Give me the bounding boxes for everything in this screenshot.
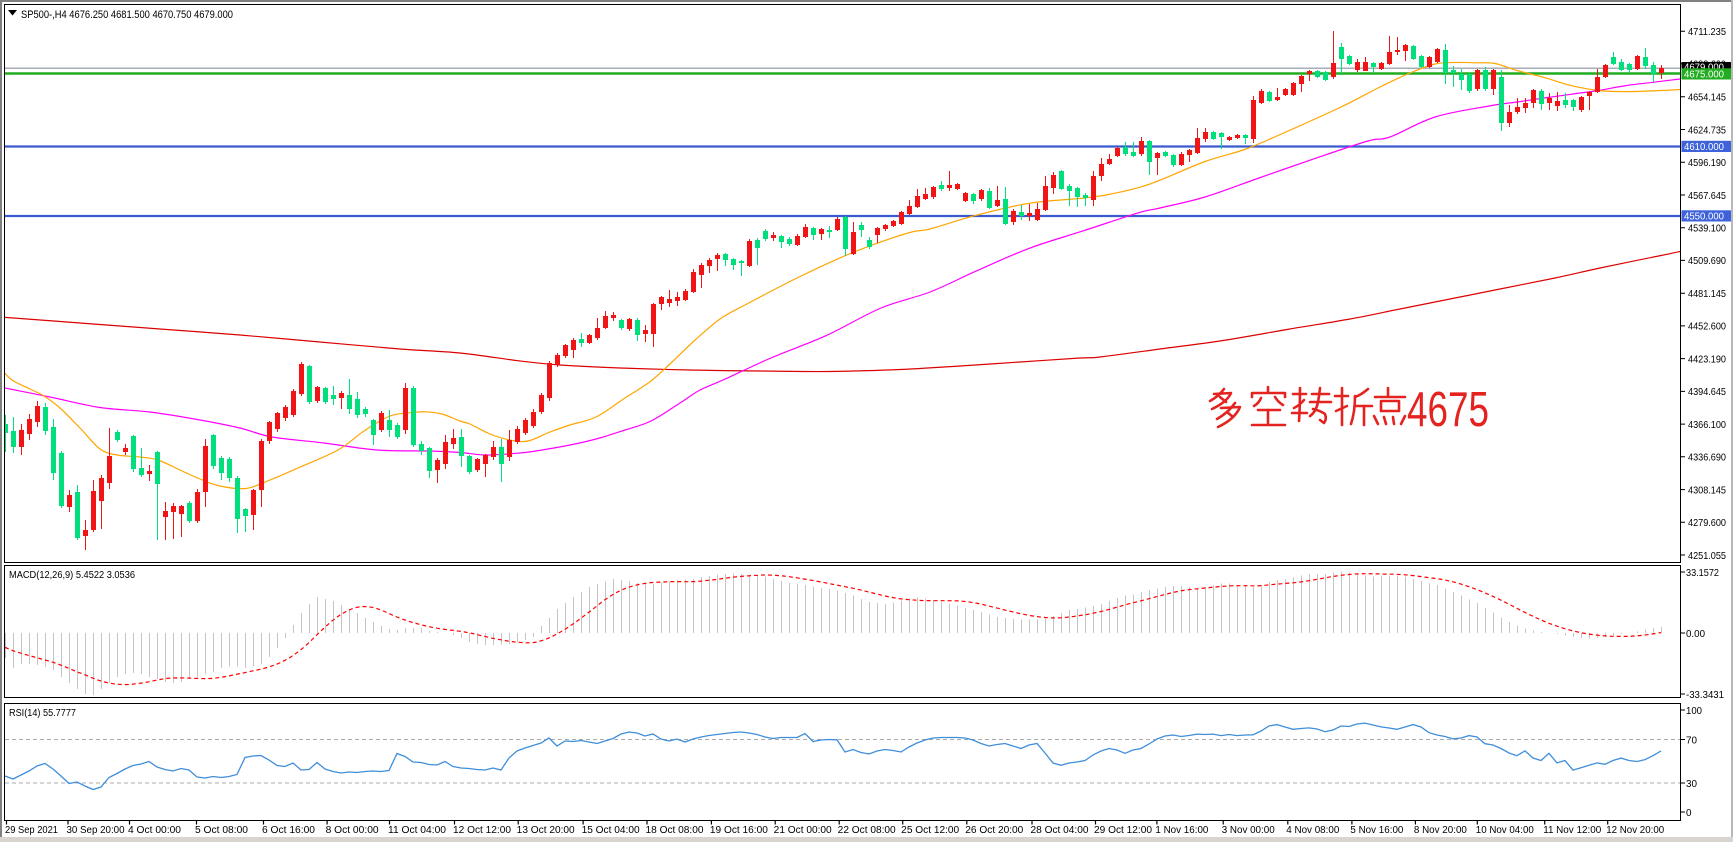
svg-text:22 Oct 08:00: 22 Oct 08:00 [838, 825, 896, 836]
svg-text:4452.600: 4452.600 [1688, 321, 1726, 333]
svg-text:0: 0 [1686, 807, 1692, 819]
svg-text:0.00: 0.00 [1686, 628, 1705, 640]
svg-text:4336.690: 4336.690 [1688, 452, 1726, 464]
svg-text:4711.235: 4711.235 [1688, 26, 1726, 38]
svg-text:21 Oct 00:00: 21 Oct 00:00 [774, 825, 832, 836]
svg-text:29 Oct 12:00: 29 Oct 12:00 [1094, 825, 1152, 836]
svg-text:28 Oct 04:00: 28 Oct 04:00 [1031, 825, 1089, 836]
svg-text:MACD(12,26,9) 5.4522 3.0536: MACD(12,26,9) 5.4522 3.0536 [9, 570, 135, 581]
svg-text:4567.645: 4567.645 [1688, 190, 1726, 202]
svg-text:SP500-,H4 4676.250 4681.500 4: SP500-,H4 4676.250 4681.500 4670.750 467… [21, 9, 233, 21]
svg-text:-33.3431: -33.3431 [1686, 689, 1724, 701]
svg-text:4654.145: 4654.145 [1688, 92, 1726, 104]
svg-text:4679.000: 4679.000 [1684, 63, 1724, 74]
svg-text:4509.690: 4509.690 [1688, 255, 1726, 267]
svg-text:70: 70 [1686, 734, 1697, 746]
svg-text:100: 100 [1686, 705, 1702, 717]
svg-text:11 Oct 04:00: 11 Oct 04:00 [388, 825, 446, 836]
svg-text:25 Oct 12:00: 25 Oct 12:00 [901, 825, 959, 836]
svg-text:4 Oct 00:00: 4 Oct 00:00 [128, 825, 181, 836]
svg-text:13 Oct 20:00: 13 Oct 20:00 [517, 825, 575, 836]
svg-text:12 Nov 20:00: 12 Nov 20:00 [1606, 825, 1664, 836]
svg-text:33.1572: 33.1572 [1686, 567, 1719, 579]
svg-text:4251.055: 4251.055 [1688, 550, 1726, 562]
svg-text:18 Oct 08:00: 18 Oct 08:00 [646, 825, 704, 836]
svg-text:4481.145: 4481.145 [1688, 288, 1726, 300]
svg-text:19 Oct 16:00: 19 Oct 16:00 [710, 825, 768, 836]
svg-text:30: 30 [1686, 778, 1697, 790]
svg-text:10 Nov 04:00: 10 Nov 04:00 [1476, 825, 1534, 836]
svg-text:4550.000: 4550.000 [1684, 211, 1724, 223]
svg-text:30 Sep 20:00: 30 Sep 20:00 [67, 825, 125, 836]
svg-text:4675.000: 4675.000 [1684, 69, 1724, 81]
svg-text:3 Nov 00:00: 3 Nov 00:00 [1222, 825, 1275, 836]
svg-text:6 Oct 16:00: 6 Oct 16:00 [262, 825, 315, 836]
svg-text:4624.735: 4624.735 [1688, 124, 1726, 136]
svg-text:4539.100: 4539.100 [1688, 223, 1726, 235]
svg-text:4610.000: 4610.000 [1684, 141, 1724, 153]
svg-text:26 Oct 20:00: 26 Oct 20:00 [965, 825, 1023, 836]
svg-text:4423.190: 4423.190 [1688, 353, 1726, 365]
svg-text:5 Nov 16:00: 5 Nov 16:00 [1350, 825, 1403, 836]
svg-text:29 Sep 2021: 29 Sep 2021 [5, 825, 58, 836]
svg-text:1 Nov 16:00: 1 Nov 16:00 [1155, 825, 1208, 836]
svg-text:4596.190: 4596.190 [1688, 157, 1726, 169]
svg-text:4 Nov 08:00: 4 Nov 08:00 [1286, 825, 1339, 836]
svg-text:12 Oct 12:00: 12 Oct 12:00 [453, 825, 511, 836]
svg-text:15 Oct 04:00: 15 Oct 04:00 [582, 825, 640, 836]
svg-text:RSI(14) 55.7777: RSI(14) 55.7777 [9, 708, 76, 719]
svg-text:11 Nov 12:00: 11 Nov 12:00 [1543, 825, 1601, 836]
svg-text:4366.100: 4366.100 [1688, 419, 1726, 431]
svg-text:8 Oct 00:00: 8 Oct 00:00 [326, 825, 379, 836]
svg-text:5 Oct 08:00: 5 Oct 08:00 [195, 825, 248, 836]
svg-text:8 Nov 20:00: 8 Nov 20:00 [1414, 825, 1467, 836]
svg-text:4308.145: 4308.145 [1688, 484, 1726, 496]
svg-text:4675: 4675 [1407, 383, 1489, 437]
svg-text:4279.600: 4279.600 [1688, 517, 1726, 529]
svg-text:4394.645: 4394.645 [1688, 386, 1726, 398]
